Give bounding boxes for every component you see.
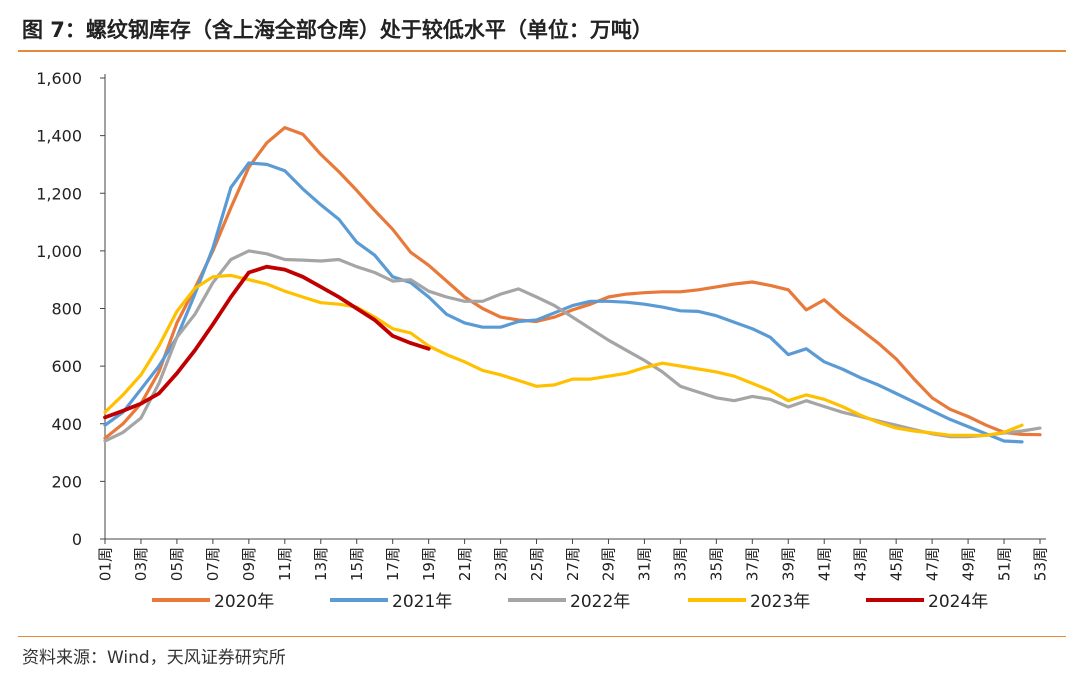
chart-title: 图 7：螺纹钢库存（含上海全部仓库）处于较低水平（单位：万吨） [22,18,653,42]
y-tick-label: 1,200 [36,184,82,203]
x-tick-label: 09周 [240,547,258,581]
y-tick-label: 400 [51,415,82,434]
x-tick-label: 47周 [923,547,941,581]
x-tick-label: 35周 [708,547,726,581]
x-tick-label: 23周 [492,547,510,581]
chart-area: 0 200 400 600 800 1,000 1,200 1,400 1,600 01周 03周 0… [0,56,1080,624]
series-line-5 [103,264,431,420]
legend-label-1: 2020年 [214,592,274,612]
x-tick-label: 37周 [744,547,762,581]
x-tick-label: 01周 [96,547,114,581]
x-tick-label: 39周 [780,547,798,581]
x-tick-label: 19周 [420,547,438,581]
x-tick-label: 07周 [204,547,222,581]
series-line-2 [103,161,1024,444]
x-tick-label: 45周 [887,547,905,581]
y-tick-label: 1,000 [36,242,82,261]
y-tick-label: 1,400 [36,127,82,146]
series-line-4 [103,273,1024,437]
series-line-3 [103,249,1042,443]
series-line-1 [103,125,1042,440]
y-tick-label: 200 [51,472,82,491]
axes: 0 200 400 600 800 1,000 1,200 1,400 1,600 01周 03周 0… [36,69,1049,581]
x-tick-label: 51周 [995,547,1013,581]
line-chart: 0 200 400 600 800 1,000 1,200 1,400 1,600 01周 03周 0… [36,69,1049,612]
x-tick-label: 11周 [276,547,294,581]
legend-label-2: 2021年 [392,592,452,612]
title-underline [18,50,1066,52]
x-tick-label: 27周 [564,547,582,581]
legend: 2020年 2021年 2022年 2023年 2024年 [152,592,988,612]
legend-label-5: 2024年 [928,592,988,612]
legend-label-4: 2023年 [750,592,810,612]
x-tick-label: 13周 [312,547,330,581]
x-tick-label: 43周 [851,547,869,581]
x-tick-label: 25周 [528,547,546,581]
source-divider [18,636,1066,637]
x-tick-label: 21周 [456,547,474,581]
x-tick-label: 41周 [815,547,833,581]
y-tick-label: 800 [51,300,82,319]
source-note: 资料来源：Wind，天风证券研究所 [22,648,286,668]
y-tick-label: 0 [72,530,82,549]
y-tick-label: 600 [51,357,82,376]
x-tick-label: 03周 [132,547,150,581]
x-tick-label: 53周 [1031,547,1049,581]
y-tick-label: 1,600 [36,69,82,88]
x-tick-label: 31周 [636,547,654,581]
x-tick-label: 33周 [672,547,690,581]
series-layer [103,125,1042,444]
legend-label-3: 2022年 [570,592,630,612]
x-tick-label: 29周 [600,547,618,581]
x-tick-label: 17周 [384,547,402,581]
x-tick-label: 05周 [168,547,186,581]
x-tick-label: 49周 [959,547,977,581]
x-tick-label: 15周 [348,547,366,581]
